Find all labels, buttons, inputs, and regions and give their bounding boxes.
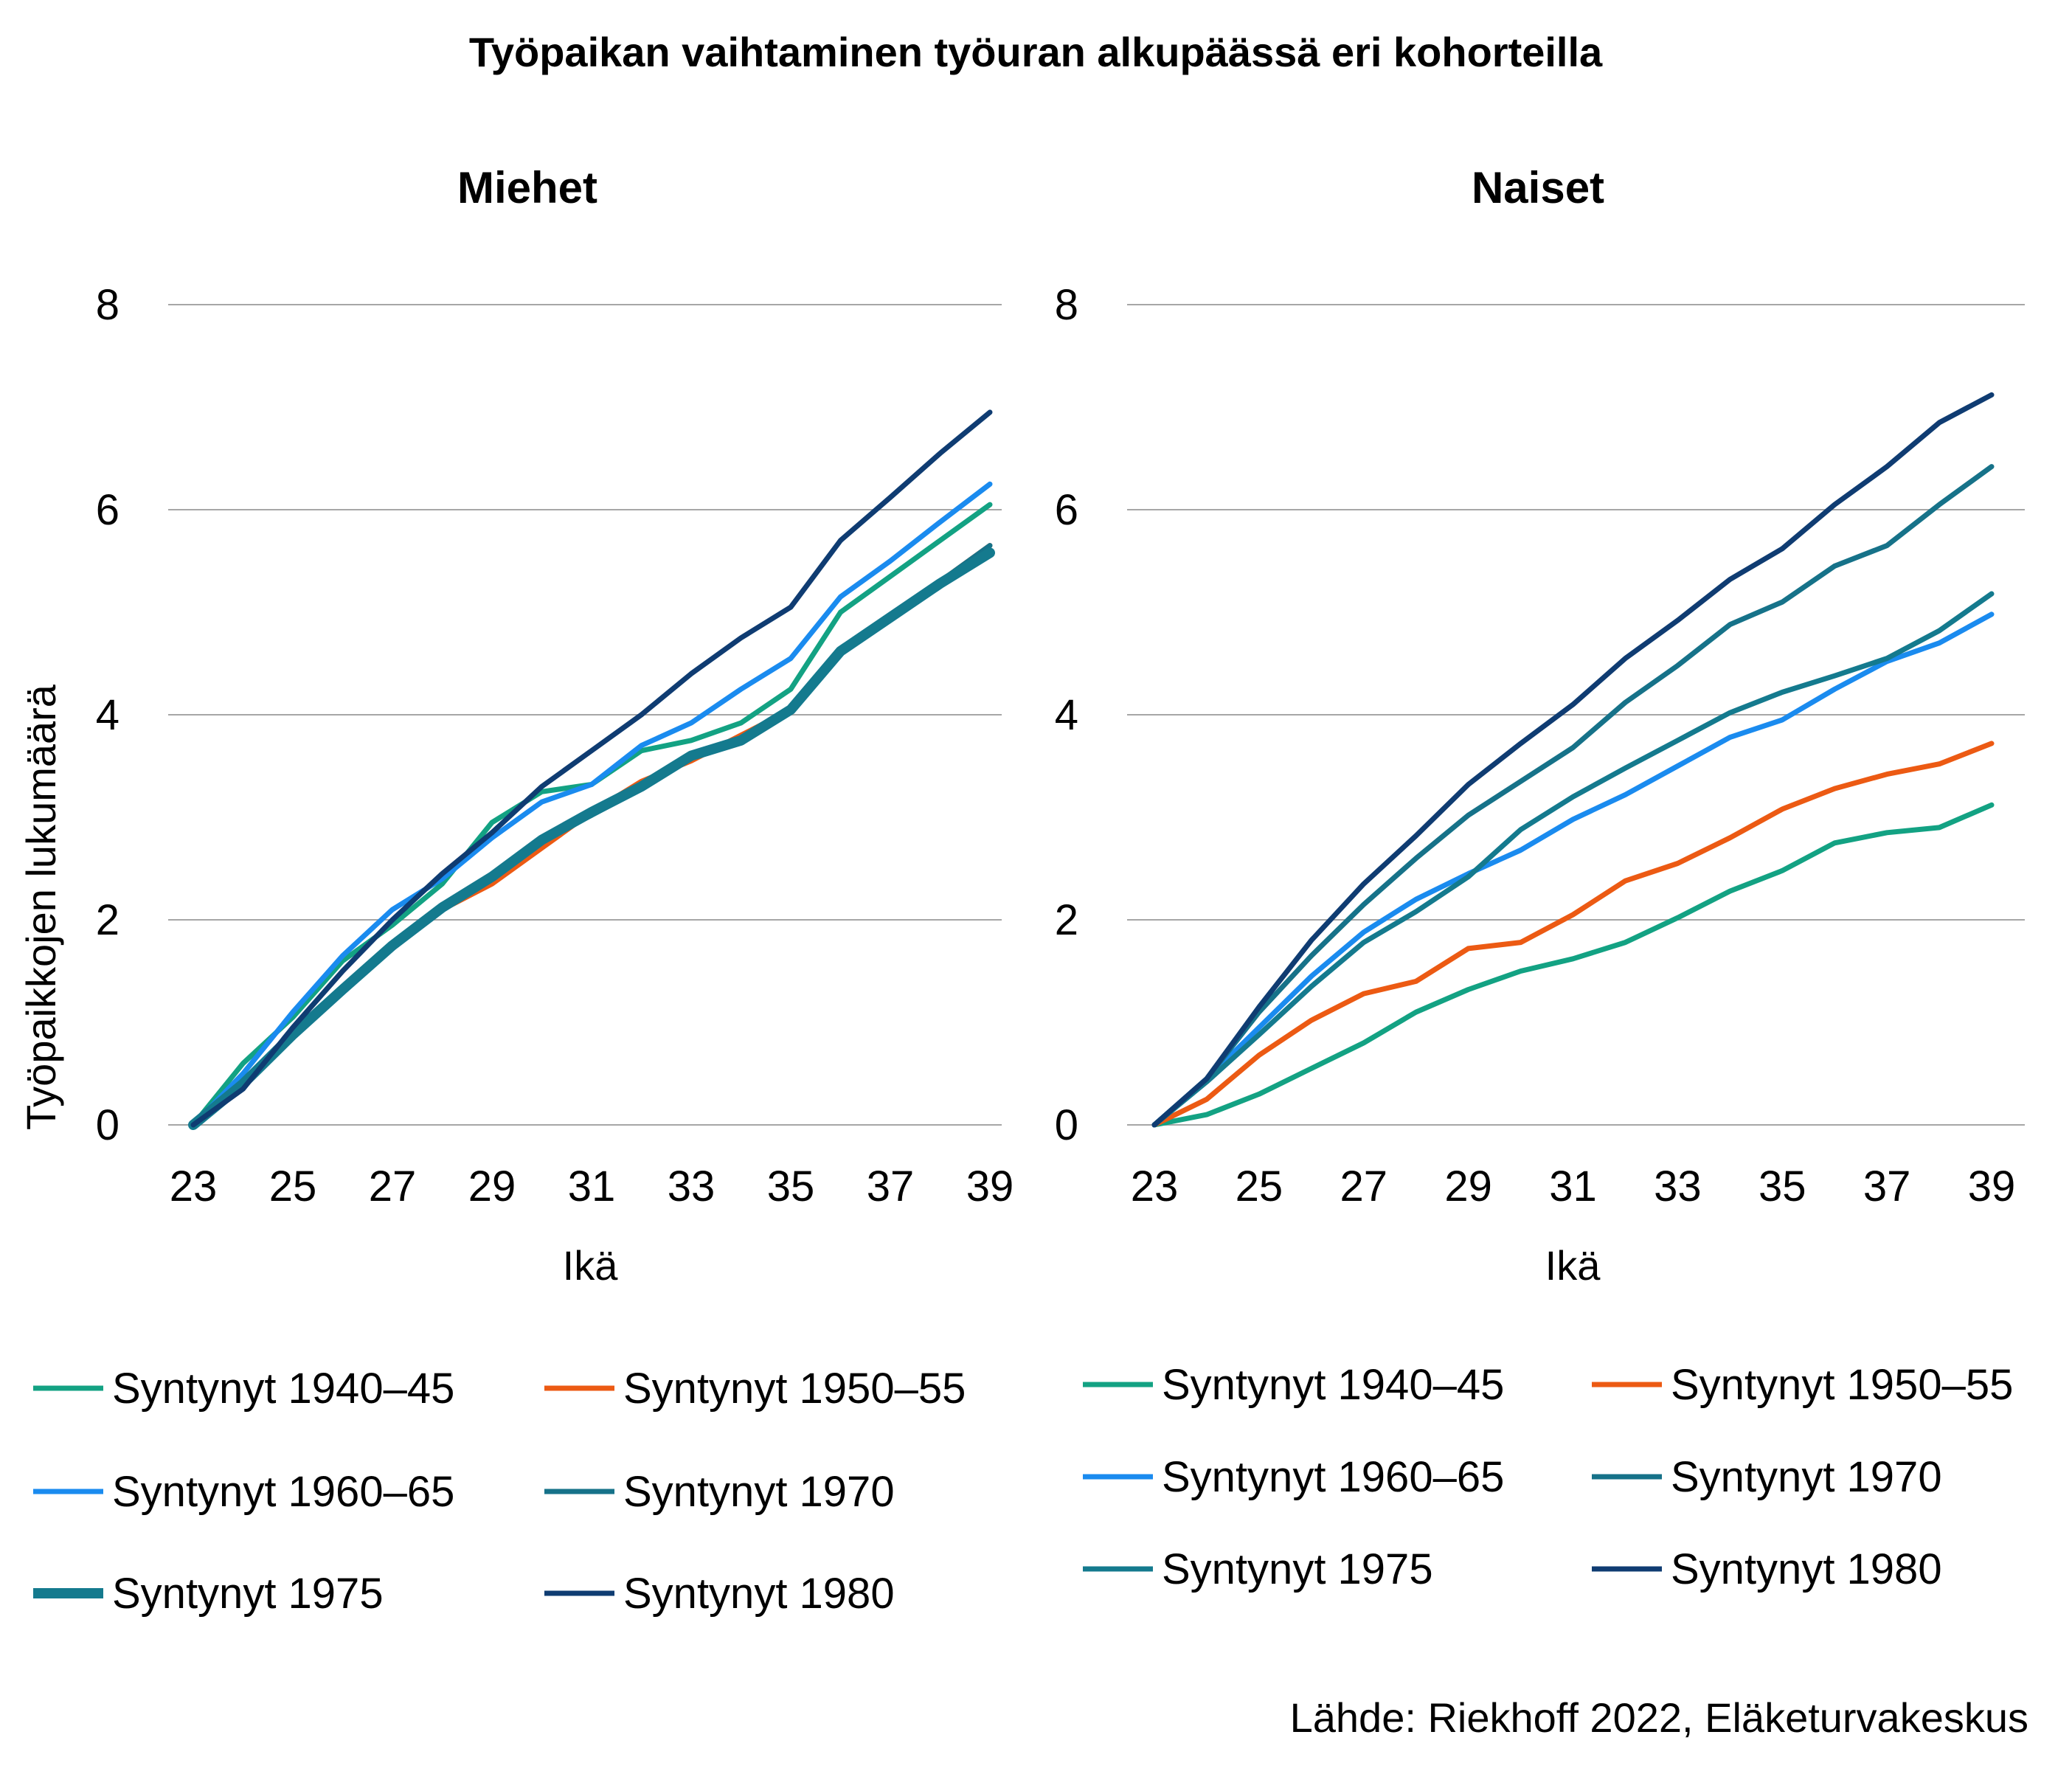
legend-entry: Syntynyt 1980 bbox=[544, 1570, 895, 1618]
panel-men: Miehet Työpaikkojen lukumäärä Ikä 02468 … bbox=[18, 163, 1014, 1618]
y-axis-label-men: Työpaikkojen lukumäärä bbox=[18, 684, 64, 1130]
legend-entry: Syntynyt 1970 bbox=[1592, 1453, 1942, 1501]
series-line-syntynyt-1980 bbox=[1151, 392, 1995, 1128]
panel-title-men: Miehet bbox=[457, 163, 597, 212]
legend-entry: Syntynyt 1960–65 bbox=[1083, 1453, 1504, 1501]
gridlines-women bbox=[1127, 304, 2025, 1126]
legend-label: Syntynyt 1950–55 bbox=[1671, 1361, 2013, 1409]
y-tick-label: 0 bbox=[96, 1101, 119, 1149]
x-tick-label: 35 bbox=[1759, 1163, 1806, 1210]
y-ticks-women: 0 2 4 6 8 bbox=[1055, 281, 1078, 1149]
legend-entry: Syntynyt 1940–45 bbox=[33, 1365, 454, 1413]
legend-label: Syntynyt 1980 bbox=[623, 1570, 895, 1618]
legend-entry: Syntynyt 1960–65 bbox=[33, 1468, 454, 1516]
y-tick-label: 4 bbox=[96, 691, 119, 739]
series-line-syntynyt-1970 bbox=[1151, 464, 1995, 1128]
x-ticks-women: 23 25 27 29 31 33 35 37 39 bbox=[1131, 1163, 2016, 1210]
legend-label: Syntynyt 1975 bbox=[112, 1570, 384, 1618]
x-tick-label: 31 bbox=[568, 1163, 616, 1210]
x-tick-label: 39 bbox=[966, 1163, 1014, 1210]
legend-men: Syntynyt 1940–45 Syntynyt 1950–55 Syntynyt… bbox=[33, 1365, 966, 1618]
y-tick-label: 2 bbox=[96, 896, 119, 944]
legend-label: Syntynyt 1960–65 bbox=[1162, 1453, 1504, 1501]
series-line-syntynyt-1950-55 bbox=[1151, 741, 1995, 1128]
legend-label: Syntynyt 1950–55 bbox=[623, 1365, 966, 1413]
legend-label: Syntynyt 1940–45 bbox=[1162, 1361, 1504, 1409]
chart-title: Työpaikan vaihtaminen työuran alkupäässä… bbox=[469, 29, 1603, 75]
source-note: Lähde: Riekhoff 2022, Eläketurvakeskus bbox=[1290, 1694, 2028, 1741]
y-tick-label: 6 bbox=[96, 486, 119, 534]
x-tick-label: 23 bbox=[170, 1163, 218, 1210]
legend-women: Syntynyt 1940–45 Syntynyt 1950–55 Syntynyt… bbox=[1083, 1361, 2013, 1593]
y-tick-label: 8 bbox=[96, 281, 119, 329]
x-tick-label: 33 bbox=[1654, 1163, 1702, 1210]
y-tick-label: 0 bbox=[1055, 1101, 1078, 1149]
legend-entry: Syntynyt 1975 bbox=[1083, 1545, 1433, 1593]
x-tick-label: 35 bbox=[767, 1163, 815, 1210]
x-tick-label: 37 bbox=[1863, 1163, 1911, 1210]
y-tick-label: 8 bbox=[1055, 281, 1078, 329]
legend-entry: Syntynyt 1980 bbox=[1592, 1545, 1942, 1593]
panel-women: Naiset Ikä 0 2 4 6 8 23 25 27 29 31 33 35 37 39 Synt… bbox=[1055, 163, 2025, 1593]
legend-label: Syntynyt 1960–65 bbox=[112, 1468, 454, 1516]
legend-entry: Syntynyt 1950–55 bbox=[1592, 1361, 2013, 1409]
x-tick-label: 25 bbox=[269, 1163, 317, 1210]
y-tick-label: 4 bbox=[1055, 691, 1078, 739]
x-tick-label: 37 bbox=[867, 1163, 915, 1210]
series-line-syntynyt-1975 bbox=[188, 547, 995, 1130]
x-tick-label: 39 bbox=[1968, 1163, 2016, 1210]
legend-label: Syntynyt 1940–45 bbox=[112, 1365, 454, 1413]
legend-label: Syntynyt 1970 bbox=[623, 1468, 895, 1516]
legend-entry: Syntynyt 1975 bbox=[33, 1570, 384, 1618]
legend-entry: Syntynyt 1940–45 bbox=[1083, 1361, 1504, 1409]
series-line-syntynyt-1975 bbox=[1151, 591, 1995, 1128]
x-tick-label: 33 bbox=[668, 1163, 716, 1210]
x-tick-label: 27 bbox=[1340, 1163, 1387, 1210]
x-tick-label: 25 bbox=[1236, 1163, 1283, 1210]
series-line-syntynyt-1980 bbox=[190, 409, 993, 1128]
x-tick-label: 23 bbox=[1131, 1163, 1179, 1210]
x-axis-label-women: Ikä bbox=[1545, 1242, 1601, 1289]
x-tick-label: 29 bbox=[1444, 1163, 1492, 1210]
legend-label: Syntynyt 1980 bbox=[1671, 1545, 1942, 1593]
panel-title-women: Naiset bbox=[1472, 163, 1604, 212]
series-line-syntynyt-1960-65 bbox=[190, 481, 993, 1128]
y-ticks-men: 0 2 4 6 8 bbox=[96, 281, 119, 1149]
x-tick-label: 27 bbox=[369, 1163, 417, 1210]
series-women bbox=[1151, 392, 1995, 1128]
series-line-syntynyt-1960-65 bbox=[1151, 611, 1995, 1128]
x-tick-label: 29 bbox=[468, 1163, 516, 1210]
series-line-syntynyt-1940-45 bbox=[1151, 802, 1995, 1128]
gridlines-men bbox=[168, 304, 1002, 1126]
x-ticks-men: 23 25 27 29 31 33 35 37 39 bbox=[170, 1163, 1014, 1210]
legend-label: Syntynyt 1970 bbox=[1671, 1453, 1942, 1501]
y-tick-label: 2 bbox=[1055, 896, 1078, 944]
legend-entry: Syntynyt 1950–55 bbox=[544, 1365, 966, 1413]
legend-entry: Syntynyt 1970 bbox=[544, 1468, 895, 1516]
y-tick-label: 6 bbox=[1055, 486, 1078, 534]
x-axis-label-men: Ikä bbox=[563, 1242, 619, 1289]
series-men bbox=[188, 409, 995, 1130]
x-tick-label: 31 bbox=[1549, 1163, 1597, 1210]
legend-label: Syntynyt 1975 bbox=[1162, 1545, 1433, 1593]
